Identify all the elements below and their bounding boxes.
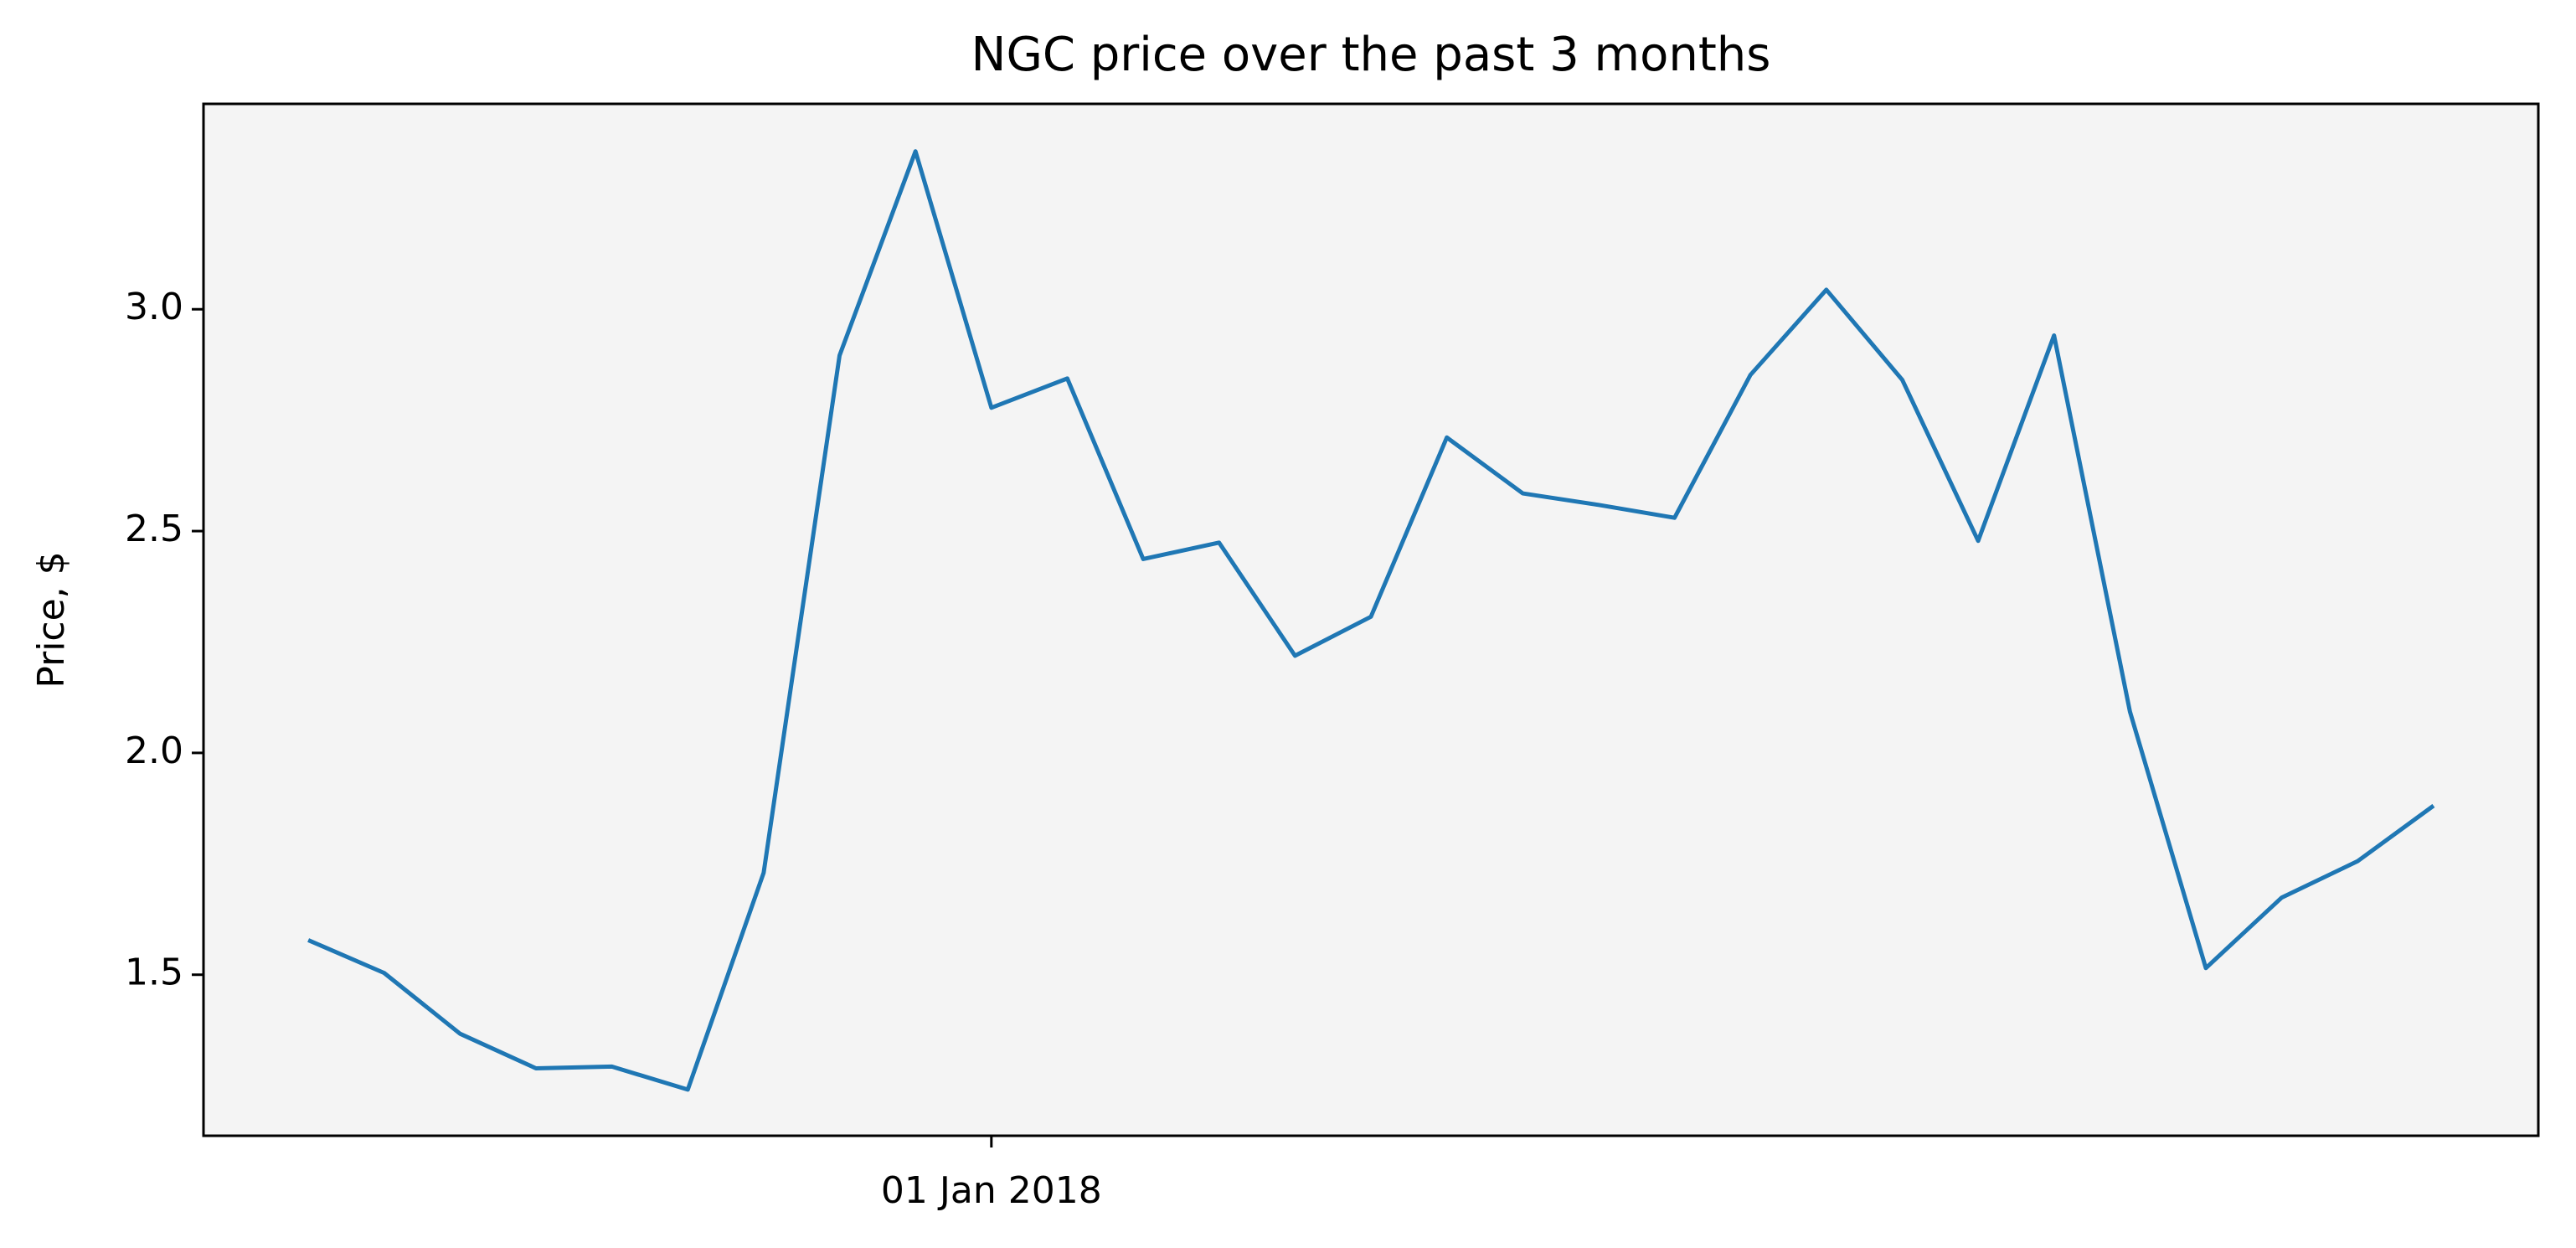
chart-title: NGC price over the past 3 months: [971, 28, 1771, 82]
x-tick-label: 01 Jan 2018: [881, 1169, 1102, 1212]
y-tick-label: 2.0: [125, 730, 183, 772]
marks: [307, 149, 2435, 1092]
y-tick-label: 1.5: [125, 951, 183, 994]
y-tick-label: 3.0: [125, 286, 183, 328]
line-series: [307, 149, 2435, 1092]
plot-area: [204, 104, 2538, 1136]
y-axis-label: Price, $: [30, 551, 73, 688]
y-tick-label: 2.5: [125, 508, 183, 550]
plot-frame: [202, 102, 2540, 1137]
